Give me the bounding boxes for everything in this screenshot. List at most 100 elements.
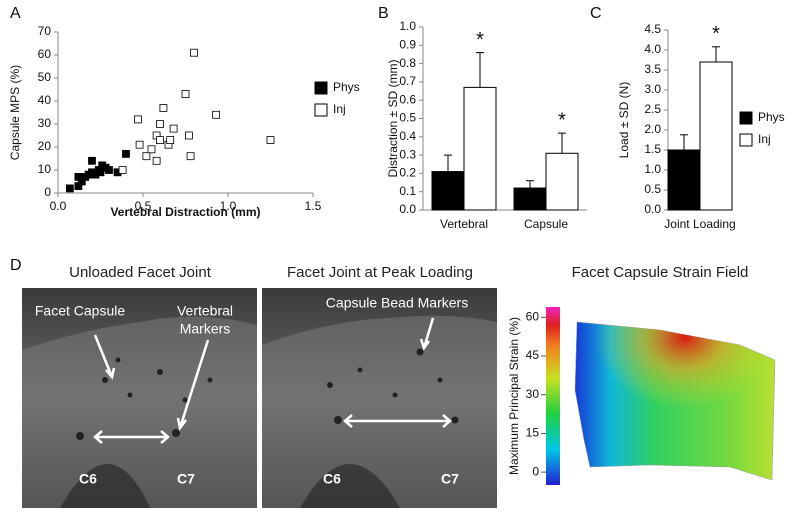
point [190, 48, 198, 57]
legend-label: Inj [758, 132, 771, 146]
y-tick-label: 2.0 [644, 122, 661, 136]
colorbar-label: Maximum Principal Strain (%) [507, 317, 521, 475]
y-tick-label: 0.5 [399, 111, 416, 125]
y-tick-label: 4.0 [644, 42, 661, 56]
point [166, 136, 175, 145]
colorbar-tick-label: 45 [526, 348, 540, 362]
legend-label: Inj [333, 102, 346, 116]
y-tick-label: 1.0 [399, 19, 416, 33]
bar [667, 149, 701, 211]
y-tick-label: 20 [38, 139, 52, 153]
x-tick-label: Capsule [524, 217, 568, 231]
y-tick-label: 0.5 [644, 182, 661, 196]
legend-swatch [314, 103, 328, 117]
point [118, 166, 127, 174]
y-tick-label: 0.7 [399, 74, 416, 88]
x-tick-label: 0.0 [50, 199, 67, 213]
colorbar [546, 307, 560, 485]
y-tick-label: 0.6 [399, 92, 416, 106]
panel-letter: C [590, 5, 602, 22]
point [66, 184, 74, 193]
panel-letter: B [378, 5, 389, 22]
legend-swatch [314, 81, 328, 95]
significance-marker: * [558, 109, 566, 131]
legend-label: Phys [758, 110, 785, 124]
y-tick-label: 2.5 [644, 102, 661, 116]
y-tick-label: 4.5 [644, 22, 661, 36]
bar [545, 152, 579, 211]
image-title: Unloaded Facet Joint [69, 264, 212, 281]
strain-field [574, 321, 776, 481]
y-tick-label: 0.9 [399, 37, 416, 51]
point [152, 156, 161, 165]
panel-letter: A [10, 5, 21, 22]
y-tick-label: 0 [44, 185, 51, 199]
legend-label: Phys [333, 80, 360, 94]
point [105, 166, 113, 174]
point [212, 110, 221, 119]
colorbar-tick-label: 0 [532, 464, 539, 478]
y-tick-label: 30 [38, 116, 52, 130]
y-tick-label: 0.4 [399, 129, 416, 143]
x-tick-label: 1.5 [305, 199, 322, 213]
bar [513, 187, 547, 211]
point [156, 136, 164, 145]
photo-annotation: C6 [323, 471, 341, 487]
x-tick-label: Joint Loading [664, 217, 735, 231]
image-title: Facet Joint at Peak Loading [287, 264, 473, 281]
colorbar-tick-label: 15 [526, 426, 540, 440]
y-tick-label: 0.2 [399, 166, 416, 180]
photo-unloaded: Facet Capsule Vertebral Markers C6 C7 [22, 288, 257, 508]
y-tick-label: 70 [38, 24, 52, 38]
colorbar-tick-label: 60 [526, 309, 540, 323]
x-tick-label: 1.0 [220, 199, 237, 213]
colorbar-tick-label: 30 [526, 387, 540, 401]
point [122, 149, 130, 158]
y-tick-label: 0.0 [644, 202, 661, 216]
point [156, 120, 164, 128]
y-axis-label: Distraction ± SD (mm) [386, 60, 400, 178]
point [186, 152, 195, 161]
point [147, 145, 156, 154]
y-tick-label: 3.5 [644, 62, 661, 76]
photo-loaded: Capsule Bead Markers C6 C7 [262, 288, 497, 508]
point [159, 104, 168, 112]
y-tick-label: 0.8 [399, 56, 416, 70]
y-axis-label: Load ± SD (N) [617, 82, 631, 159]
point [88, 156, 96, 165]
x-tick-label: 0.5 [135, 199, 152, 213]
y-axis-label: Capsule MPS (%) [8, 65, 22, 160]
photo-annotation: C7 [441, 471, 459, 487]
y-tick-label: 10 [38, 162, 52, 176]
image-title: Facet Capsule Strain Field [572, 264, 749, 281]
y-tick-label: 3.0 [644, 82, 661, 96]
photo-annotation: Facet Capsule [35, 303, 125, 319]
significance-marker: * [712, 23, 720, 45]
point [184, 131, 193, 140]
y-tick-label: 40 [38, 93, 52, 107]
point [142, 152, 151, 161]
bar [431, 171, 465, 211]
legend-swatch [739, 111, 753, 125]
y-tick-label: 0.0 [399, 202, 416, 216]
photo-annotation: Capsule Bead Markers [326, 295, 468, 311]
point [181, 90, 190, 98]
panel-letter: D [10, 257, 22, 274]
point [266, 136, 275, 145]
y-tick-label: 50 [38, 70, 52, 84]
photo-annotation: Markers [180, 321, 231, 337]
photo-annotation: Vertebral [177, 303, 233, 319]
bar [463, 86, 497, 211]
x-tick-label: Vertebral [440, 217, 488, 231]
x-axis-label: Vertebral Distraction (mm) [110, 205, 260, 219]
y-tick-label: 0.1 [399, 184, 416, 198]
point [133, 115, 142, 124]
y-tick-label: 1.0 [644, 162, 661, 176]
point [135, 140, 144, 149]
y-tick-label: 0.3 [399, 147, 416, 161]
bar [699, 61, 733, 211]
y-tick-label: 60 [38, 47, 52, 61]
photo-annotation: C7 [177, 471, 195, 487]
legend-swatch [739, 133, 753, 147]
